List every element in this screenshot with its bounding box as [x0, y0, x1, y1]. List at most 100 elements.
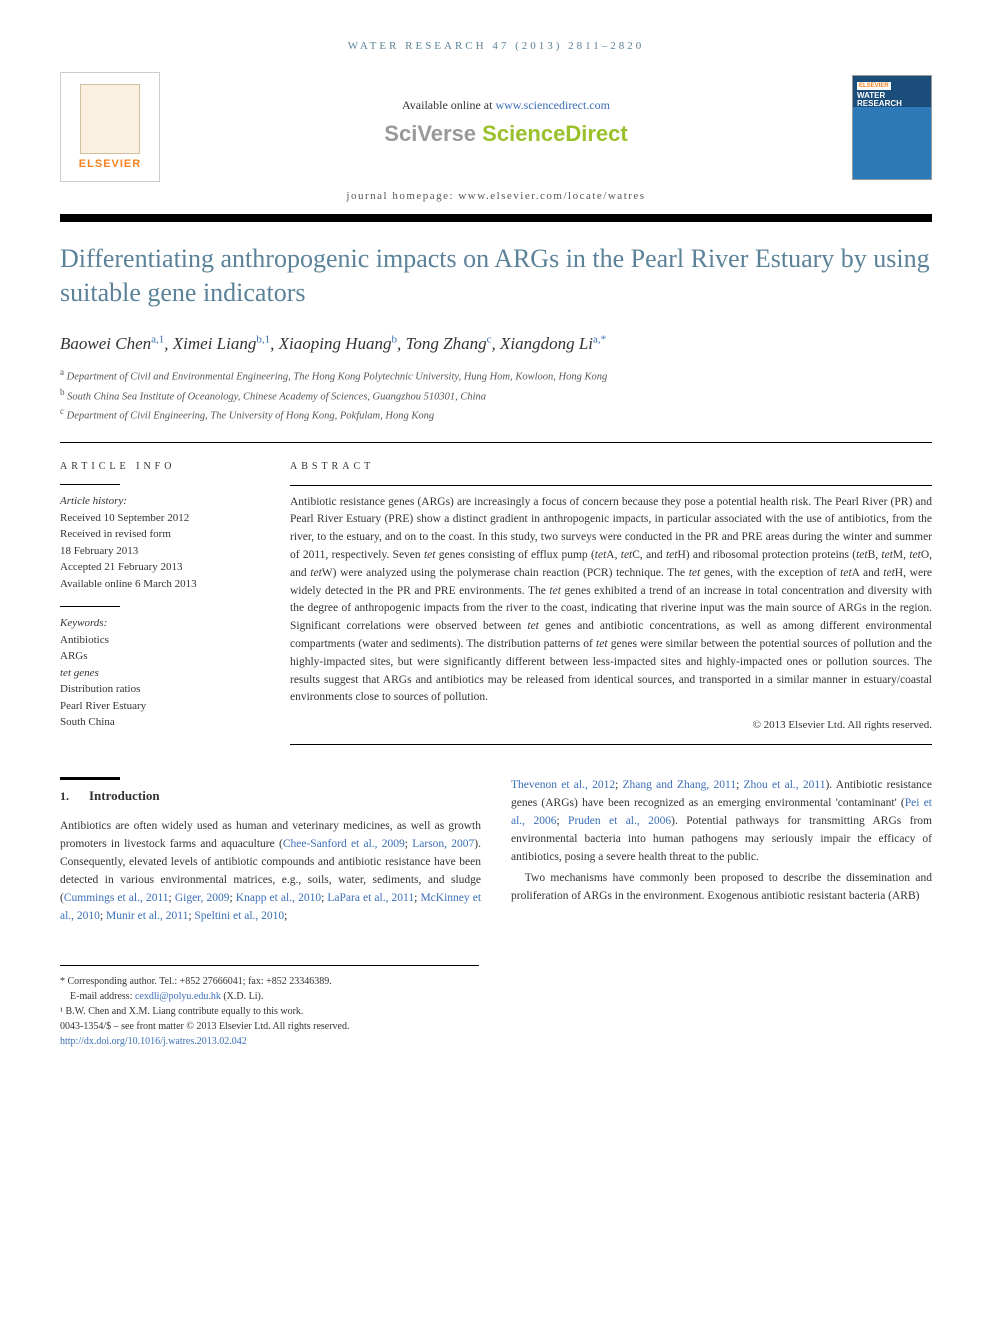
info-rule [60, 606, 120, 607]
abstract-frag-em: tet [840, 567, 852, 579]
abstract-frag: A and [852, 567, 884, 579]
body-text: ; [556, 815, 568, 827]
citation-link[interactable]: Pruden et al., 2006 [568, 815, 671, 827]
abstract-frag: genes consisting of efflux pump ( [435, 549, 594, 561]
author[interactable]: Xiangdong Lia,* [500, 334, 606, 353]
corresponding-author-note: * Corresponding author. Tel.: +852 27666… [60, 974, 479, 989]
history-line: Available online 6 March 2013 [60, 578, 197, 590]
journal-homepage-text: journal homepage: www.elsevier.com/locat… [60, 190, 932, 202]
history-label: Article history: [60, 495, 127, 507]
author[interactable]: Ximei Liangb,1 [173, 334, 270, 353]
author-name: Xiaoping Huang [279, 334, 392, 353]
abstract-frag-em: tet [310, 567, 322, 579]
affil-text: Department of Civil and Environmental En… [67, 372, 608, 383]
citation-link[interactable]: LaPara et al., 2011 [327, 892, 414, 904]
abstract-frag: W) were analyzed using the polymerase ch… [322, 567, 689, 579]
keyword: ARGs [60, 650, 88, 662]
equal-contribution-note: ¹ B.W. Chen and X.M. Liang contribute eq… [60, 1004, 479, 1019]
email-label: E-mail address: [70, 991, 135, 1002]
section-head-rule [60, 777, 120, 780]
sciverse-logo: SciVerse ScienceDirect [180, 121, 832, 147]
citation-link[interactable]: Zhang and Zhang, 2011 [623, 779, 737, 791]
author-list: Baowei Chena,1, Ximei Liangb,1, Xiaoping… [60, 334, 932, 355]
article-history: Article history: Received 10 September 2… [60, 493, 260, 592]
citation-link[interactable]: Larson, 2007 [412, 838, 474, 850]
intro-paragraph: Antibiotics are often widely used as hum… [60, 818, 481, 925]
keywords-label: Keywords: [60, 617, 107, 629]
affil-sup: a [60, 367, 64, 377]
sciverse-main: ScienceDirect [482, 121, 628, 146]
keyword: Distribution ratios [60, 683, 140, 695]
affil-sup: b [60, 387, 65, 397]
author[interactable]: Baowei Chena,1 [60, 334, 164, 353]
citation-link[interactable]: Munir et al., 2011 [106, 910, 188, 922]
author-affil-sup: b [391, 334, 397, 346]
elsevier-brand-text: ELSEVIER [79, 158, 141, 170]
info-abstract-row: ARTICLE INFO Article history: Received 1… [60, 459, 932, 753]
author-name: Xiangdong Li [500, 334, 593, 353]
abstract-frag-em: tet [549, 585, 561, 597]
affil-text: Department of Civil Engineering, The Uni… [67, 410, 434, 421]
citation-link[interactable]: Cummings et al., 2011 [64, 892, 169, 904]
journal-cover-thumbnail[interactable]: ELSEVIER WATER RESEARCH [852, 75, 932, 180]
intro-paragraph-continued: Thevenon et al., 2012; Zhang and Zhang, … [511, 777, 932, 866]
affil-sup: c [60, 406, 64, 416]
abstract-frag: H) and ribosomal protection proteins ( [677, 549, 856, 561]
abstract-bottom-rule [290, 744, 932, 745]
available-label: Available online at [402, 98, 495, 112]
article-title: Differentiating anthropogenic impacts on… [60, 242, 932, 310]
abstract-frag: C, and [632, 549, 666, 561]
abstract-frag-em: tet [595, 549, 607, 561]
abstract-frag: genes, with the exception of [700, 567, 840, 579]
email-line: E-mail address: cexdli@polyu.edu.hk (X.D… [60, 989, 479, 1004]
body-two-column: 1. Introduction Antibiotics are often wi… [60, 777, 932, 925]
keyword: South China [60, 716, 115, 728]
issn-copyright: 0043-1354/$ – see front matter © 2013 El… [60, 1019, 479, 1034]
author-affil-sup: b,1 [256, 334, 270, 346]
abstract-frag-em: tet [909, 549, 921, 561]
section-heading: 1. Introduction [60, 786, 481, 806]
section-number: 1. [60, 787, 69, 806]
affiliations: a Department of Civil and Environmental … [60, 366, 932, 424]
abstract-frag-em: tet [621, 549, 633, 561]
doi-link[interactable]: http://dx.doi.org/10.1016/j.watres.2013.… [60, 1036, 247, 1047]
title-rule [60, 214, 932, 222]
elsevier-logo[interactable]: ELSEVIER [60, 72, 160, 182]
affil-text: South China Sea Institute of Oceanology,… [67, 391, 486, 402]
affiliation: b South China Sea Institute of Oceanolog… [60, 386, 932, 405]
article-info-sidebar: ARTICLE INFO Article history: Received 1… [60, 459, 260, 753]
abstract-frag-em: tet [881, 549, 893, 561]
citation-link[interactable]: Speltini et al., 2010 [194, 910, 284, 922]
abstract-frag: B, [868, 549, 882, 561]
available-online-text: Available online at www.sciencedirect.co… [180, 98, 832, 113]
cover-brand: ELSEVIER [857, 82, 891, 90]
author[interactable]: Tong Zhangc [405, 334, 491, 353]
author-affil-sup: c [487, 334, 492, 346]
author[interactable]: Xiaoping Huangb [279, 334, 397, 353]
abstract-text: Antibiotic resistance genes (ARGs) are i… [290, 494, 932, 708]
body-text: ; [615, 779, 622, 791]
history-line: 18 February 2013 [60, 545, 138, 557]
abstract-frag-em: tet [689, 567, 701, 579]
abstract-label: ABSTRACT [290, 459, 932, 475]
citation-link[interactable]: Knapp et al., 2010 [236, 892, 321, 904]
abstract-column: ABSTRACT Antibiotic resistance genes (AR… [290, 459, 932, 753]
keyword: Pearl River Estuary [60, 700, 146, 712]
affiliation: a Department of Civil and Environmental … [60, 366, 932, 385]
sciencedirect-link[interactable]: www.sciencedirect.com [495, 98, 610, 112]
section-title: Introduction [89, 786, 160, 806]
citation-link[interactable]: Zhou et al., 2011 [744, 779, 826, 791]
abstract-frag-em: tet [596, 638, 608, 650]
keywords-block: Keywords: Antibiotics ARGs tet genes Dis… [60, 615, 260, 731]
sciverse-prefix: SciVerse [384, 121, 482, 146]
right-column: Thevenon et al., 2012; Zhang and Zhang, … [511, 777, 932, 925]
abstract-frag-em: tet [424, 549, 436, 561]
citation-link[interactable]: Giger, 2009 [175, 892, 230, 904]
citation-link[interactable]: Chee-Sanford et al., 2009 [283, 838, 405, 850]
keyword: tet genes [60, 667, 99, 679]
citation-link[interactable]: Thevenon et al., 2012 [511, 779, 615, 791]
author-name: Tong Zhang [405, 334, 486, 353]
email-link[interactable]: cexdli@polyu.edu.hk [135, 991, 221, 1002]
author-affil-sup: a,* [593, 334, 606, 346]
footnotes: * Corresponding author. Tel.: +852 27666… [60, 965, 479, 1049]
